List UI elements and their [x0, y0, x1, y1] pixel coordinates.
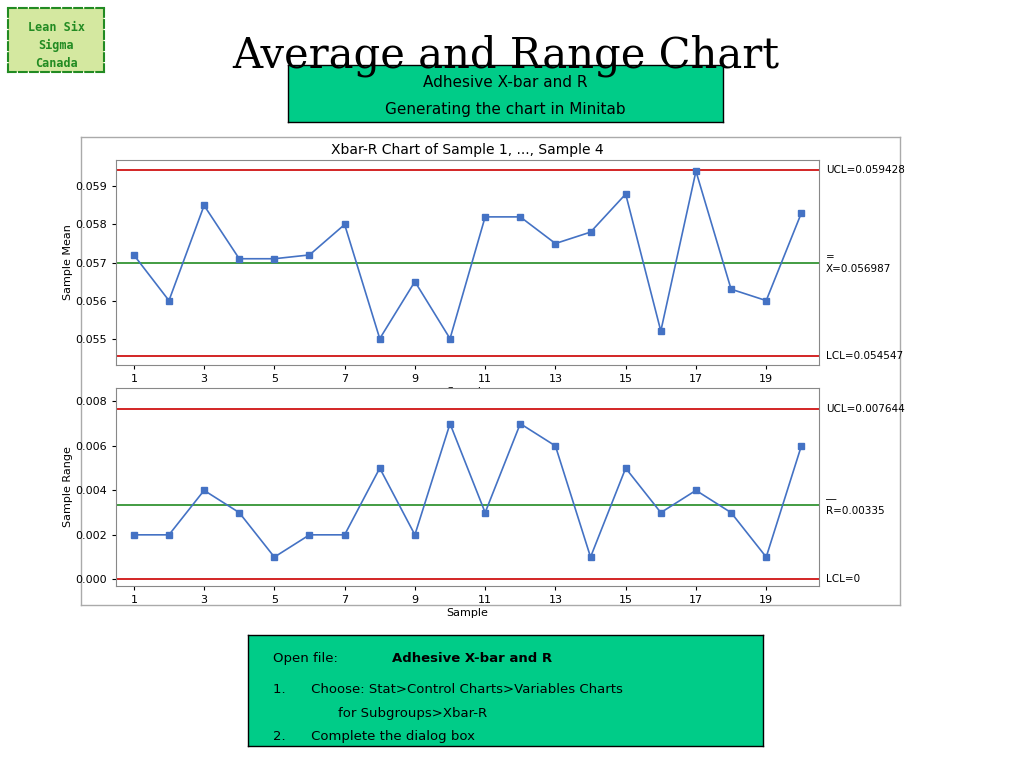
X-axis label: Sample: Sample — [447, 387, 488, 397]
Text: 2.      Complete the dialog box: 2. Complete the dialog box — [273, 731, 475, 743]
Text: =
X=0.056987: = X=0.056987 — [826, 252, 892, 274]
Text: Generating the chart in Minitab: Generating the chart in Minitab — [385, 102, 626, 116]
Text: LCL=0: LCL=0 — [826, 575, 860, 584]
Text: Adhesive X-bar and R: Adhesive X-bar and R — [424, 75, 587, 91]
Text: Average and Range Chart: Average and Range Chart — [232, 34, 779, 77]
Text: UCL=0.007644: UCL=0.007644 — [826, 404, 905, 414]
Text: Lean Six: Lean Six — [27, 21, 85, 33]
Text: Canada: Canada — [34, 57, 78, 70]
X-axis label: Sample: Sample — [447, 608, 488, 618]
Title: Xbar-R Chart of Sample 1, ..., Sample 4: Xbar-R Chart of Sample 1, ..., Sample 4 — [332, 143, 604, 158]
Text: Adhesive X-bar and R: Adhesive X-bar and R — [392, 652, 552, 665]
Text: 1.      Choose: Stat>Control Charts>Variables Charts: 1. Choose: Stat>Control Charts>Variables… — [273, 683, 624, 696]
Text: Sigma: Sigma — [38, 39, 74, 52]
Text: ―
R=0.00335: ― R=0.00335 — [826, 494, 885, 516]
Text: Open file:: Open file: — [273, 652, 343, 665]
Text: UCL=0.059428: UCL=0.059428 — [826, 165, 905, 175]
Text: LCL=0.054547: LCL=0.054547 — [826, 351, 903, 361]
Y-axis label: Sample Mean: Sample Mean — [63, 224, 73, 301]
Y-axis label: Sample Range: Sample Range — [63, 447, 73, 527]
Text: for Subgroups>Xbar-R: for Subgroups>Xbar-R — [338, 707, 487, 720]
